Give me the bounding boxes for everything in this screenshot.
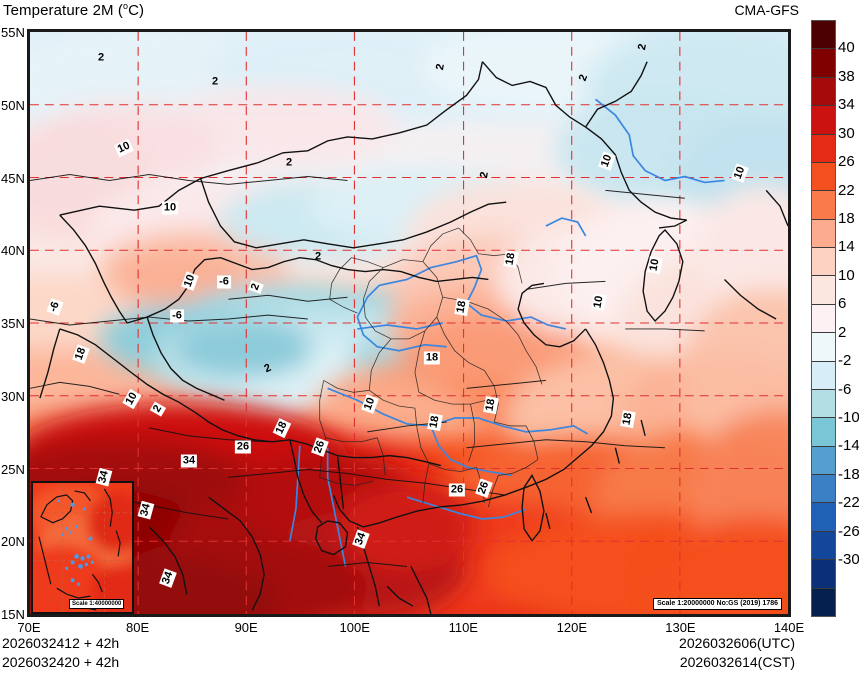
colorbar-tick--6: -6 bbox=[838, 380, 852, 398]
contour-label: 18 bbox=[620, 409, 636, 429]
colorbar-tick-10: 10 bbox=[838, 266, 855, 284]
colorbar-tick--14: -14 bbox=[838, 437, 859, 455]
colorbar-tick-34: 34 bbox=[838, 96, 855, 114]
colorbar-segment bbox=[812, 389, 835, 419]
contour-label: 18 bbox=[423, 351, 441, 365]
colorbar-segment bbox=[812, 219, 835, 248]
colorbar-segment bbox=[812, 304, 835, 334]
map-canvas bbox=[30, 32, 788, 614]
colorbar-segment bbox=[812, 560, 835, 589]
contour-label: 18 bbox=[454, 297, 470, 317]
x-axis-tick-70E: 70E bbox=[17, 620, 41, 635]
map-scale-label: Scale 1:20000000 No:GS (2019) 1786 bbox=[652, 598, 782, 610]
contour-label: 18 bbox=[427, 412, 443, 432]
temperature-field bbox=[30, 32, 788, 614]
y-axis-tick-30N: 30N bbox=[1, 388, 25, 404]
inset-temperature-field bbox=[33, 483, 132, 612]
colorbar-segment bbox=[812, 106, 835, 135]
x-axis-tick-140E: 140E bbox=[773, 620, 805, 635]
colorbar-segment bbox=[812, 134, 835, 163]
colorbar-tick-30: 30 bbox=[838, 124, 855, 142]
valid-time-utc: 2026032606(UTC) bbox=[679, 635, 795, 651]
y-axis-tick-15N: 15N bbox=[1, 607, 25, 622]
init-time-cst: 2026032420 + 42h bbox=[2, 654, 120, 670]
contour-label: 2 bbox=[211, 75, 219, 88]
y-axis-tick-55N: 55N bbox=[1, 25, 25, 40]
colorbar-segment bbox=[812, 333, 835, 362]
colorbar-tick-6: 6 bbox=[838, 295, 847, 313]
contour-label: 10 bbox=[161, 201, 179, 215]
colorbar-segment bbox=[812, 361, 835, 390]
y-axis-tick-45N: 45N bbox=[1, 170, 25, 186]
contour-label: 2 bbox=[434, 62, 447, 71]
map-frame[interactable]: Scale 1:20000000 No:GS (2019) 1786 bbox=[27, 29, 791, 617]
colorbar-tick--18: -18 bbox=[838, 465, 859, 483]
x-axis-tick-110E: 110E bbox=[448, 620, 478, 635]
colorbar-segment bbox=[812, 49, 835, 78]
colorbar-tick-18: 18 bbox=[838, 210, 855, 227]
colorbar-segment bbox=[812, 531, 835, 561]
colorbar-tick-14: 14 bbox=[838, 238, 855, 256]
contour-label: 26 bbox=[234, 440, 252, 454]
contour-label: 2 bbox=[285, 156, 293, 169]
inset-map[interactable]: Scale 1:40000000 bbox=[31, 481, 134, 614]
latlon-grid bbox=[30, 32, 788, 614]
x-axis-tick-100E: 100E bbox=[339, 620, 370, 635]
contour-label: 2 bbox=[97, 51, 105, 64]
y-axis-tick-35N: 35N bbox=[1, 316, 25, 331]
y-axis-tick-20N: 20N bbox=[1, 534, 25, 550]
y-axis-tick-25N: 25N bbox=[1, 461, 25, 477]
colorbar-tick-2: 2 bbox=[838, 323, 847, 341]
colorbar-tick-26: 26 bbox=[838, 153, 855, 171]
contour-label: 2 bbox=[314, 250, 322, 263]
colorbar[interactable] bbox=[811, 20, 836, 617]
contour-label: 10 bbox=[647, 255, 663, 275]
colorbar-tick--10: -10 bbox=[838, 409, 859, 426]
x-axis-tick-130E: 130E bbox=[665, 620, 696, 635]
x-axis-tick-80E: 80E bbox=[125, 620, 150, 635]
contour-label: 2 bbox=[478, 170, 491, 179]
colorbar-segment bbox=[812, 475, 835, 504]
contour-label: 10 bbox=[591, 292, 607, 312]
contour-label: -6 bbox=[217, 275, 231, 289]
contour-label: 26 bbox=[448, 483, 466, 497]
contour-label: 18 bbox=[483, 395, 499, 415]
colorbar-tick--22: -22 bbox=[838, 494, 859, 512]
colorbar-segment bbox=[812, 248, 835, 277]
colorbar-tick--30: -30 bbox=[838, 551, 859, 569]
colorbar-segment bbox=[812, 418, 835, 447]
colorbar-tick-labels: 40 38 34 30 26 22 18 14 10 6 2 -2 -6 -10 -14 -18 -22 -26 -… bbox=[838, 20, 859, 617]
contour-label: 18 bbox=[503, 249, 519, 269]
colorbar-tick-40: 40 bbox=[838, 39, 855, 57]
model-label: CMA-GFS bbox=[734, 2, 799, 18]
colorbar-segment bbox=[812, 503, 835, 532]
colorbar-tick--2: -2 bbox=[838, 352, 852, 370]
init-time-utc: 2026032412 + 42h bbox=[2, 635, 120, 651]
colorbar-tick-22: 22 bbox=[838, 181, 855, 199]
y-axis-tick-40N: 40N bbox=[1, 243, 25, 259]
contour-label: -6 bbox=[170, 309, 184, 323]
colorbar-segment bbox=[812, 276, 835, 305]
colorbar-tick-38: 38 bbox=[838, 67, 855, 85]
x-axis-tick-120E: 120E bbox=[556, 620, 588, 635]
colorbar-tick--26: -26 bbox=[838, 522, 859, 540]
valid-time-cst: 2026032614(CST) bbox=[679, 654, 795, 670]
colorbar-segment bbox=[812, 446, 835, 475]
inset-scale-label: Scale 1:40000000 bbox=[69, 599, 125, 609]
colorbar-segment bbox=[812, 191, 835, 220]
colorbar-segment bbox=[812, 162, 835, 192]
page-title: Temperature 2M (oC) bbox=[3, 1, 145, 19]
colorbar-segment bbox=[812, 588, 835, 616]
contour-label: 2 bbox=[636, 42, 649, 51]
contour-label: 34 bbox=[180, 454, 198, 468]
x-axis-tick-90E: 90E bbox=[234, 620, 258, 635]
colorbar-segment bbox=[812, 77, 835, 107]
colorbar-segment bbox=[812, 21, 835, 50]
y-axis-tick-50N: 50N bbox=[1, 97, 25, 113]
